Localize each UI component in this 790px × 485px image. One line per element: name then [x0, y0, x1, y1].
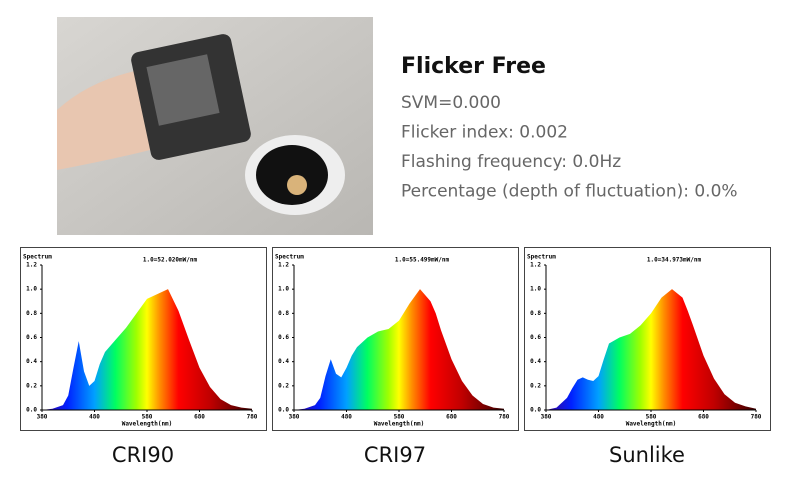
y-tick-label: 1.0 — [278, 286, 289, 293]
info-line: Flashing frequency: 0.0Hz — [401, 152, 621, 172]
y-tick-label: 0.0 — [26, 407, 37, 414]
y-tick-label: 0.2 — [26, 382, 37, 389]
x-tick-label: 580 — [394, 414, 405, 421]
x-tick-label: 580 — [646, 414, 657, 421]
chart-caption: CRI90 — [112, 443, 174, 467]
chart-caption: Sunlike — [609, 443, 685, 467]
y-tick-label: 0.0 — [530, 407, 541, 414]
y-tick-label: 0.2 — [278, 382, 289, 389]
x-tick-label: 380 — [289, 414, 300, 421]
spectrum-area — [294, 289, 504, 410]
chart-subtitle: 1.0=55.499mW/nm — [395, 257, 450, 264]
y-tick-label: 0.2 — [530, 382, 541, 389]
spectrum-area — [546, 289, 756, 410]
info-line: SVM=0.000 — [401, 93, 501, 113]
y-tick-label: 0.6 — [26, 334, 37, 341]
y-tick-label: 0.4 — [530, 358, 541, 365]
y-tick-label: 0.0 — [278, 407, 289, 414]
y-tick-label: 0.8 — [530, 310, 541, 317]
x-tick-label: 780 — [499, 414, 510, 421]
x-tick-label: 680 — [698, 414, 709, 421]
x-tick-label: 480 — [341, 414, 352, 421]
y-tick-label: 0.6 — [278, 334, 289, 341]
spectrum-chart: 0.0 0.2 0.4 0.6 0.8 1.0 1.2 380 480 580 680 780 Spec… — [20, 247, 267, 431]
y-tick-label: 1.0 — [26, 286, 37, 293]
spectrum-chart: 0.0 0.2 0.4 0.6 0.8 1.0 1.2 380 480 580 680 780 Spec… — [272, 247, 519, 431]
x-tick-label: 780 — [247, 414, 258, 421]
y-tick-label: 0.4 — [278, 358, 289, 365]
info-title: Flicker Free — [401, 54, 546, 79]
chart-subtitle: 1.0=34.973mW/nm — [647, 257, 702, 264]
x-tick-label: 480 — [593, 414, 604, 421]
y-tick-label: 0.4 — [26, 358, 37, 365]
x-axis-label: Wavelength(nm) — [122, 421, 173, 428]
chart-caption: CRI97 — [364, 443, 426, 467]
y-axis-label: Spectrum — [527, 254, 556, 261]
y-tick-label: 0.8 — [278, 310, 289, 317]
spectrum-area — [42, 289, 252, 410]
x-tick-label: 780 — [751, 414, 762, 421]
info-line: Flicker index: 0.002 — [401, 123, 568, 143]
x-tick-label: 480 — [89, 414, 100, 421]
y-axis-label: Spectrum — [23, 254, 52, 261]
x-tick-label: 680 — [446, 414, 457, 421]
x-tick-label: 680 — [194, 414, 205, 421]
y-tick-label: 1.0 — [530, 286, 541, 293]
product-photo — [57, 17, 373, 235]
chart-subtitle: 1.0=52.020mW/nm — [143, 257, 198, 264]
y-tick-label: 0.8 — [26, 310, 37, 317]
y-tick-label: 1.2 — [278, 262, 289, 269]
x-axis-label: Wavelength(nm) — [626, 421, 677, 428]
x-tick-label: 380 — [541, 414, 552, 421]
y-tick-label: 1.2 — [530, 262, 541, 269]
x-axis-label: Wavelength(nm) — [374, 421, 425, 428]
y-tick-label: 1.2 — [26, 262, 37, 269]
x-tick-label: 380 — [37, 414, 48, 421]
y-tick-label: 0.6 — [530, 334, 541, 341]
x-tick-label: 580 — [142, 414, 153, 421]
y-axis-label: Spectrum — [275, 254, 304, 261]
info-line: Percentage (depth of fluctuation): 0.0% — [401, 182, 738, 202]
spectrum-chart: 0.0 0.2 0.4 0.6 0.8 1.0 1.2 380 480 580 680 780 Spec… — [524, 247, 771, 431]
